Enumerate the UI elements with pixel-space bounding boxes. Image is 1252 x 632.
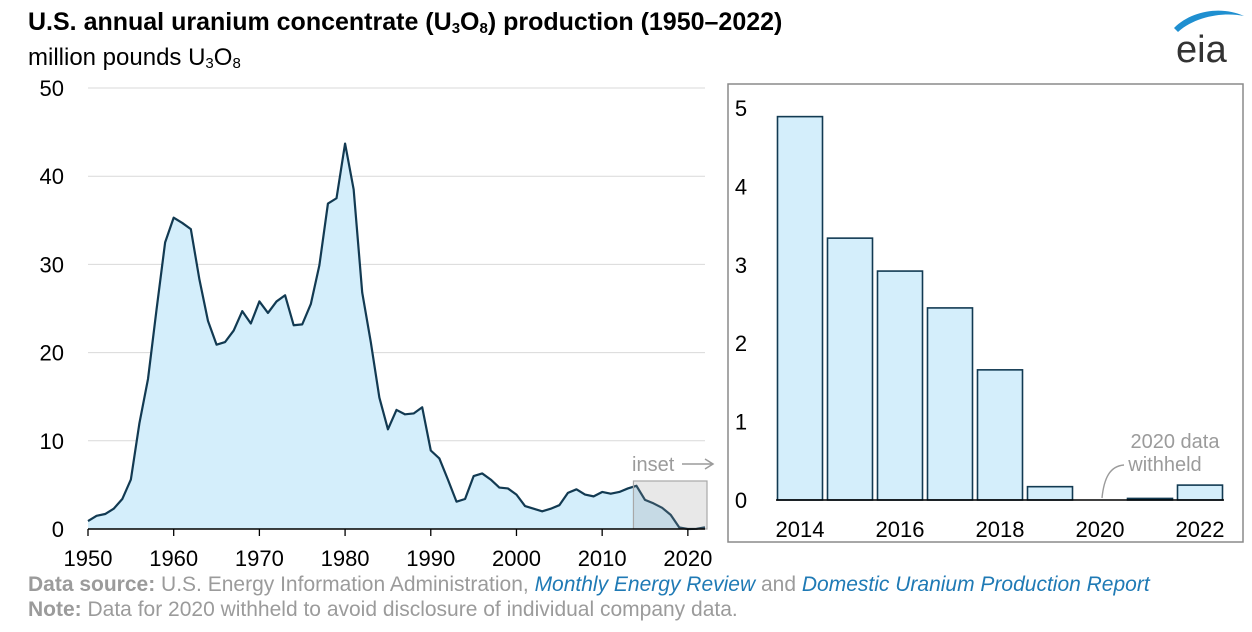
- production-line: [87, 142, 706, 531]
- inset-y-tick-label: 3: [735, 253, 747, 278]
- main-x-tick-label: 1970: [235, 546, 284, 571]
- inset-y-tick-label: 1: [735, 410, 747, 435]
- inset-x-tick-label: 2018: [976, 517, 1025, 542]
- main-x-tick-label: 2000: [492, 546, 541, 571]
- main-x-tick-label: 1960: [149, 546, 198, 571]
- inset-bar-2019: [1026, 485, 1074, 501]
- eia-logo: eia: [1174, 10, 1244, 68]
- eia-logo-swoosh-icon: [1174, 10, 1244, 32]
- inset-bar-2022: [1176, 484, 1224, 501]
- inset-x-tick-label: 2016: [876, 517, 925, 542]
- inset-y-tick-label: 2: [735, 331, 747, 356]
- inset-x-tick-label: 2022: [1176, 517, 1225, 542]
- source-label: Data source:: [28, 573, 156, 596]
- main-area-chart: 0 10 20 30 40 50 1950 1960 1970 1980 1990 2000 2010…: [40, 76, 715, 571]
- withheld-annotation-line1: 2020 data: [1131, 431, 1221, 453]
- inset-bar-2017: [926, 307, 974, 501]
- eia-logo-text: eia: [1176, 29, 1228, 68]
- note-line: Note: Data for 2020 withheld to avoid di…: [28, 598, 738, 622]
- note-text: Data for 2020 withheld to avoid disclosu…: [81, 598, 738, 621]
- note-label: Note:: [28, 598, 82, 621]
- main-x-tick-label: 2010: [578, 546, 627, 571]
- withheld-leader-line: [1101, 464, 1125, 499]
- inset-x-tick-label: 2014: [776, 517, 825, 542]
- inset-bar-chart: 0 1 2 3 4 5 2014 2016 2018 2020 2022 2020 data wi…: [727, 83, 1244, 543]
- inset-label: inset: [632, 454, 675, 476]
- main-x-tick-label: 2020: [663, 546, 712, 571]
- main-y-tick-label: 40: [40, 164, 64, 189]
- main-y-tick-label: 50: [40, 76, 64, 101]
- inset-arrow-icon: [682, 458, 715, 470]
- inset-x-tick-label: 2020: [1076, 517, 1125, 542]
- main-x-tick-label: 1980: [321, 546, 370, 571]
- main-y-tick-label: 0: [52, 517, 64, 542]
- inset-y-tick-labels: 0 1 2 3 4 5: [735, 96, 747, 513]
- main-y-tick-label: 10: [40, 429, 64, 454]
- production-area: [88, 143, 705, 529]
- inset-y-tick-label: 0: [735, 488, 747, 513]
- inset-bar-2016: [876, 270, 924, 501]
- unit-label: million pounds U3O8: [28, 44, 241, 72]
- inset-bar-2015: [826, 237, 874, 501]
- main-y-tick-label: 30: [40, 252, 64, 277]
- inset-y-tick-label: 5: [735, 96, 747, 121]
- withheld-annotation-line2: withheld: [1127, 454, 1201, 476]
- inset-y-tick-label: 4: [735, 174, 747, 199]
- source-text: U.S. Energy Information Administration,: [155, 573, 535, 596]
- main-x-tick-label: 1950: [64, 546, 113, 571]
- data-source-line: Data source: U.S. Energy Information Adm…: [28, 573, 1150, 597]
- monthly-energy-review-link[interactable]: Monthly Energy Review: [534, 573, 756, 596]
- chart-title: U.S. annual uranium concentrate (U3O8) p…: [28, 8, 783, 37]
- inset-bar-2018: [976, 369, 1024, 501]
- main-x-tick-label: 1990: [406, 546, 455, 571]
- main-x-tick-labels: 1950 1960 1970 1980 1990 2000 2010 2020: [64, 546, 713, 571]
- main-y-tick-label: 20: [40, 341, 64, 366]
- inset-bars: [776, 115, 1224, 501]
- domestic-uranium-report-link[interactable]: Domestic Uranium Production Report: [801, 573, 1150, 596]
- source-and: and: [755, 573, 802, 596]
- inset-x-tick-labels: 2014 2016 2018 2020 2022: [776, 517, 1225, 542]
- main-y-tick-labels: 0 10 20 30 40 50: [40, 76, 64, 542]
- inset-bar-2014: [776, 115, 824, 501]
- main-x-ticks: [87, 529, 689, 536]
